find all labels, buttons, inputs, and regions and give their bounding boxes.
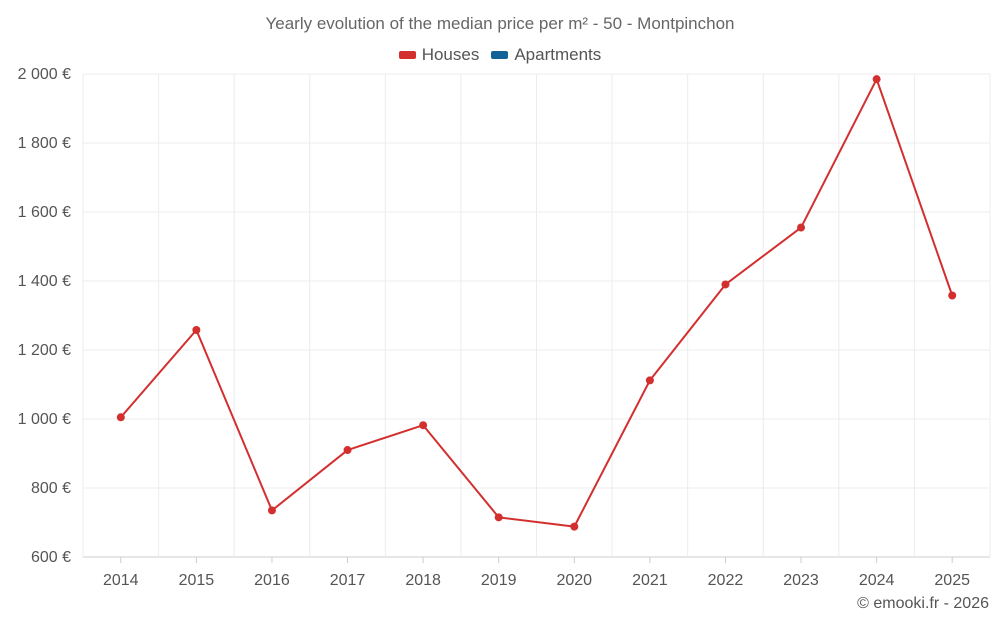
- data-point-houses-2014[interactable]: 2014: 1005 €: [116, 413, 125, 422]
- x-tick-label: 2016: [254, 572, 290, 589]
- x-tick-label: 2023: [783, 572, 819, 589]
- x-tick-label: 2018: [405, 572, 441, 589]
- data-point-houses-2018[interactable]: 2018: 982 €: [419, 421, 428, 430]
- x-tick-label: 2014: [103, 572, 139, 589]
- data-point-houses-2024[interactable]: 2024: 1985 €: [872, 75, 881, 84]
- x-tick-label: 2024: [859, 572, 895, 589]
- y-tick-label: 1 600 €: [18, 204, 71, 221]
- y-tick-label: 600 €: [31, 549, 71, 566]
- y-tick-label: 800 €: [31, 480, 71, 497]
- x-tick-label: 2017: [330, 572, 366, 589]
- credit-text: © emooki.fr - 2026: [857, 595, 989, 612]
- y-tick-label: 1 200 €: [18, 342, 71, 359]
- legend-swatch-houses: [398, 51, 416, 59]
- legend: Houses Apartments: [0, 45, 1000, 65]
- legend-label-apartments: Apartments: [514, 45, 602, 64]
- legend-swatch-apartments: [491, 51, 509, 59]
- y-tick-label: 2 000 €: [18, 66, 71, 83]
- legend-item-houses[interactable]: Houses: [398, 45, 480, 65]
- x-tick-label: 2025: [934, 572, 970, 589]
- data-point-houses-2020[interactable]: 2020: 688 €: [570, 522, 579, 531]
- x-tick-label: 2021: [632, 572, 668, 589]
- x-tick-label: 2022: [708, 572, 744, 589]
- data-point-houses-2021[interactable]: 2021: 1112 €: [645, 376, 654, 385]
- data-point-houses-2017[interactable]: 2017: 910 €: [343, 446, 352, 455]
- y-tick-label: 1 000 €: [18, 411, 71, 428]
- data-point-houses-2022[interactable]: 2022: 1390 €: [721, 280, 730, 289]
- chart-title: Yearly evolution of the median price per…: [265, 14, 735, 33]
- legend-label-houses: Houses: [421, 45, 480, 64]
- x-tick-label: 2019: [481, 572, 517, 589]
- y-tick-label: 1 400 €: [18, 273, 71, 290]
- data-point-houses-2019[interactable]: 2019: 715 €: [494, 513, 503, 522]
- data-point-houses-2016[interactable]: 2016: 735 €: [267, 506, 276, 515]
- y-tick-label: 1 800 €: [18, 135, 71, 152]
- x-tick-label: 2020: [556, 572, 592, 589]
- data-point-houses-2025[interactable]: 2025: 1358 €: [948, 291, 957, 300]
- data-point-houses-2023[interactable]: 2023: 1555 €: [797, 223, 806, 232]
- legend-item-apartments[interactable]: Apartments: [491, 45, 601, 65]
- x-tick-label: 2015: [179, 572, 215, 589]
- series-line-houses: [120, 78, 954, 528]
- data-point-houses-2015[interactable]: 2015: 1258 €: [192, 325, 201, 334]
